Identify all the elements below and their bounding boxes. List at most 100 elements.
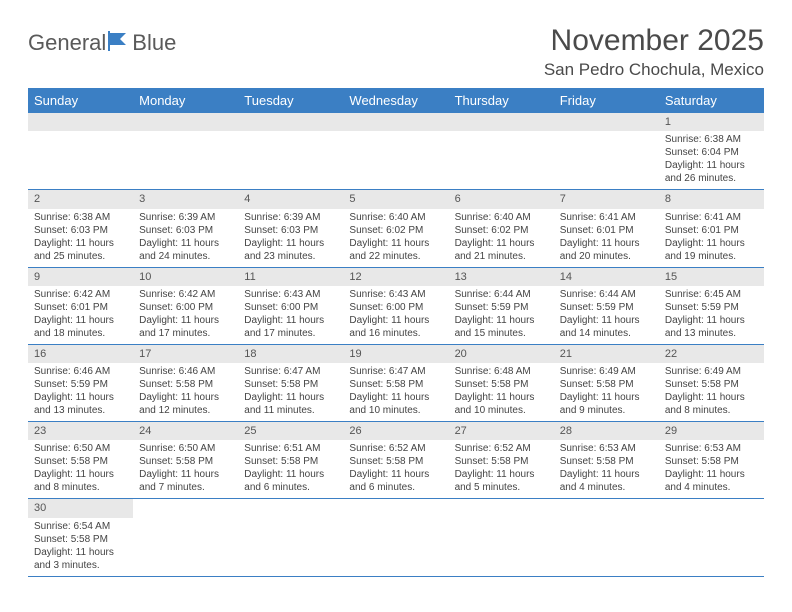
- day-number: 14: [554, 268, 659, 286]
- daylight-line: Daylight: 11 hours and 15 minutes.: [455, 314, 548, 340]
- sunrise-line: Sunrise: 6:41 AM: [665, 211, 758, 224]
- day-cell: [238, 113, 343, 189]
- sunrise-line: Sunrise: 6:44 AM: [455, 288, 548, 301]
- day-cell: 30Sunrise: 6:54 AMSunset: 5:58 PMDayligh…: [28, 499, 133, 575]
- daylight-line: Daylight: 11 hours and 18 minutes.: [34, 314, 127, 340]
- day-cell: 13Sunrise: 6:44 AMSunset: 5:59 PMDayligh…: [449, 268, 554, 344]
- day-cell: [554, 113, 659, 189]
- sunrise-line: Sunrise: 6:52 AM: [349, 442, 442, 455]
- sunrise-line: Sunrise: 6:52 AM: [455, 442, 548, 455]
- day-cell: [28, 113, 133, 189]
- sunset-line: Sunset: 5:58 PM: [244, 378, 337, 391]
- day-number: 27: [449, 422, 554, 440]
- day-detail: Sunrise: 6:50 AMSunset: 5:58 PMDaylight:…: [133, 440, 238, 498]
- day-number-empty: [343, 113, 448, 131]
- weeks-container: 1Sunrise: 6:38 AMSunset: 6:04 PMDaylight…: [28, 113, 764, 577]
- week-row: 16Sunrise: 6:46 AMSunset: 5:59 PMDayligh…: [28, 345, 764, 422]
- sunset-line: Sunset: 5:58 PM: [455, 378, 548, 391]
- day-cell: [343, 499, 448, 575]
- sunset-line: Sunset: 6:01 PM: [34, 301, 127, 314]
- day-cell: [133, 113, 238, 189]
- sunset-line: Sunset: 5:59 PM: [560, 301, 653, 314]
- logo-text-2: Blue: [132, 30, 176, 56]
- day-detail: Sunrise: 6:49 AMSunset: 5:58 PMDaylight:…: [659, 363, 764, 421]
- day-detail: Sunrise: 6:40 AMSunset: 6:02 PMDaylight:…: [343, 209, 448, 267]
- day-detail: Sunrise: 6:51 AMSunset: 5:58 PMDaylight:…: [238, 440, 343, 498]
- daylight-line: Daylight: 11 hours and 20 minutes.: [560, 237, 653, 263]
- day-cell: 27Sunrise: 6:52 AMSunset: 5:58 PMDayligh…: [449, 422, 554, 498]
- sunset-line: Sunset: 6:02 PM: [455, 224, 548, 237]
- sunrise-line: Sunrise: 6:50 AM: [34, 442, 127, 455]
- day-cell: [343, 113, 448, 189]
- week-row: 2Sunrise: 6:38 AMSunset: 6:03 PMDaylight…: [28, 190, 764, 267]
- sunrise-line: Sunrise: 6:49 AM: [560, 365, 653, 378]
- day-number: 6: [449, 190, 554, 208]
- day-header-sunday: Sunday: [28, 88, 133, 113]
- day-detail: Sunrise: 6:42 AMSunset: 6:00 PMDaylight:…: [133, 286, 238, 344]
- sunset-line: Sunset: 5:58 PM: [665, 378, 758, 391]
- day-detail: Sunrise: 6:42 AMSunset: 6:01 PMDaylight:…: [28, 286, 133, 344]
- day-cell: 20Sunrise: 6:48 AMSunset: 5:58 PMDayligh…: [449, 345, 554, 421]
- day-detail: Sunrise: 6:38 AMSunset: 6:04 PMDaylight:…: [659, 131, 764, 189]
- day-detail: Sunrise: 6:52 AMSunset: 5:58 PMDaylight:…: [449, 440, 554, 498]
- daylight-line: Daylight: 11 hours and 4 minutes.: [665, 468, 758, 494]
- day-cell: 28Sunrise: 6:53 AMSunset: 5:58 PMDayligh…: [554, 422, 659, 498]
- sunset-line: Sunset: 5:58 PM: [349, 378, 442, 391]
- day-number: 30: [28, 499, 133, 517]
- sunset-line: Sunset: 5:58 PM: [560, 455, 653, 468]
- day-number: 21: [554, 345, 659, 363]
- day-number: 1: [659, 113, 764, 131]
- flag-icon: [108, 31, 130, 56]
- day-detail: Sunrise: 6:46 AMSunset: 5:59 PMDaylight:…: [28, 363, 133, 421]
- sunset-line: Sunset: 5:58 PM: [349, 455, 442, 468]
- sunset-line: Sunset: 5:58 PM: [34, 455, 127, 468]
- day-detail: Sunrise: 6:54 AMSunset: 5:58 PMDaylight:…: [28, 518, 133, 576]
- sunset-line: Sunset: 6:02 PM: [349, 224, 442, 237]
- day-cell: [133, 499, 238, 575]
- day-detail: Sunrise: 6:38 AMSunset: 6:03 PMDaylight:…: [28, 209, 133, 267]
- sunset-line: Sunset: 5:59 PM: [665, 301, 758, 314]
- week-row: 30Sunrise: 6:54 AMSunset: 5:58 PMDayligh…: [28, 499, 764, 576]
- day-detail: Sunrise: 6:48 AMSunset: 5:58 PMDaylight:…: [449, 363, 554, 421]
- sunset-line: Sunset: 5:58 PM: [139, 455, 232, 468]
- day-number-empty: [133, 113, 238, 131]
- day-detail: Sunrise: 6:46 AMSunset: 5:58 PMDaylight:…: [133, 363, 238, 421]
- day-detail: Sunrise: 6:53 AMSunset: 5:58 PMDaylight:…: [659, 440, 764, 498]
- daylight-line: Daylight: 11 hours and 22 minutes.: [349, 237, 442, 263]
- day-detail: Sunrise: 6:40 AMSunset: 6:02 PMDaylight:…: [449, 209, 554, 267]
- day-cell: [554, 499, 659, 575]
- daylight-line: Daylight: 11 hours and 13 minutes.: [665, 314, 758, 340]
- day-cell: 14Sunrise: 6:44 AMSunset: 5:59 PMDayligh…: [554, 268, 659, 344]
- sunset-line: Sunset: 5:58 PM: [244, 455, 337, 468]
- day-cell: 1Sunrise: 6:38 AMSunset: 6:04 PMDaylight…: [659, 113, 764, 189]
- day-header-saturday: Saturday: [659, 88, 764, 113]
- daylight-line: Daylight: 11 hours and 17 minutes.: [244, 314, 337, 340]
- daylight-line: Daylight: 11 hours and 9 minutes.: [560, 391, 653, 417]
- day-cell: [659, 499, 764, 575]
- daylight-line: Daylight: 11 hours and 13 minutes.: [34, 391, 127, 417]
- calendar-page: General Blue November 2025 San Pedro Cho…: [0, 0, 792, 601]
- day-number-empty: [449, 113, 554, 131]
- title-block: November 2025 San Pedro Chochula, Mexico: [544, 24, 764, 80]
- daylight-line: Daylight: 11 hours and 16 minutes.: [349, 314, 442, 340]
- day-cell: 8Sunrise: 6:41 AMSunset: 6:01 PMDaylight…: [659, 190, 764, 266]
- day-detail: Sunrise: 6:43 AMSunset: 6:00 PMDaylight:…: [238, 286, 343, 344]
- day-cell: 24Sunrise: 6:50 AMSunset: 5:58 PMDayligh…: [133, 422, 238, 498]
- week-row: 23Sunrise: 6:50 AMSunset: 5:58 PMDayligh…: [28, 422, 764, 499]
- sunset-line: Sunset: 6:04 PM: [665, 146, 758, 159]
- sunset-line: Sunset: 5:58 PM: [560, 378, 653, 391]
- day-cell: 17Sunrise: 6:46 AMSunset: 5:58 PMDayligh…: [133, 345, 238, 421]
- day-number-empty: [28, 113, 133, 131]
- day-number: 20: [449, 345, 554, 363]
- day-detail: Sunrise: 6:41 AMSunset: 6:01 PMDaylight:…: [659, 209, 764, 267]
- sunrise-line: Sunrise: 6:46 AM: [34, 365, 127, 378]
- sunrise-line: Sunrise: 6:38 AM: [34, 211, 127, 224]
- daylight-line: Daylight: 11 hours and 21 minutes.: [455, 237, 548, 263]
- day-number: 23: [28, 422, 133, 440]
- day-number: 7: [554, 190, 659, 208]
- day-detail: Sunrise: 6:53 AMSunset: 5:58 PMDaylight:…: [554, 440, 659, 498]
- sunset-line: Sunset: 5:58 PM: [665, 455, 758, 468]
- day-number: 4: [238, 190, 343, 208]
- day-header-thursday: Thursday: [449, 88, 554, 113]
- day-cell: 6Sunrise: 6:40 AMSunset: 6:02 PMDaylight…: [449, 190, 554, 266]
